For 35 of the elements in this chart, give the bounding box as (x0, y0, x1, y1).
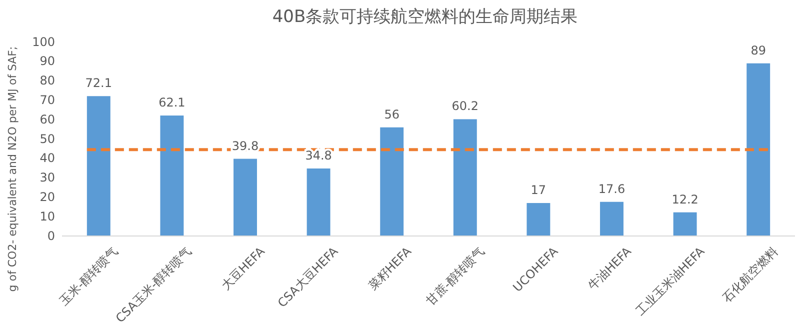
y-tick-label: 40 (40, 151, 55, 166)
x-tick-label: 玉米-醇转喷气 (56, 244, 121, 308)
y-tick-label: 30 (40, 170, 55, 185)
y-tick-label: 0 (47, 228, 55, 243)
y-tick-label: 90 (40, 54, 55, 68)
y-tick-label: 80 (40, 74, 55, 88)
y-tick-label: 10 (40, 209, 55, 224)
data-label: 17.6 (598, 182, 626, 196)
bar (234, 158, 257, 236)
y-tick-label: 70 (40, 93, 55, 108)
bar (160, 116, 184, 236)
y-tick-label: 60 (40, 112, 55, 126)
bar (86, 96, 110, 236)
y-tick-label: 100 (32, 34, 55, 49)
bar (600, 202, 624, 236)
bar (746, 63, 770, 236)
x-tick-label: 甘蔗-醇转喷气 (423, 244, 488, 308)
data-label: 62.1 (158, 96, 186, 110)
data-label: 17 (530, 183, 546, 198)
bar (673, 212, 697, 236)
y-axis-title: g of CO2- equivalent and N2O per MJ of SAF; (6, 46, 19, 292)
bar (306, 168, 330, 236)
x-tick-label: 石化航空燃料 (720, 244, 781, 306)
bar (453, 119, 477, 236)
bar (380, 127, 404, 236)
data-label: 89 (750, 43, 766, 58)
y-tick-label: 20 (40, 190, 55, 204)
data-label: 56 (384, 107, 400, 122)
data-label: 12.2 (672, 192, 698, 206)
bar (526, 203, 550, 236)
data-label: 60.2 (452, 99, 479, 114)
data-label: 34.8 (305, 148, 332, 162)
y-tick-label: 50 (40, 132, 55, 146)
data-label: 72.1 (85, 76, 112, 90)
chart-title: 40B条款可持续航空燃料的生命周期结果 (272, 7, 578, 27)
